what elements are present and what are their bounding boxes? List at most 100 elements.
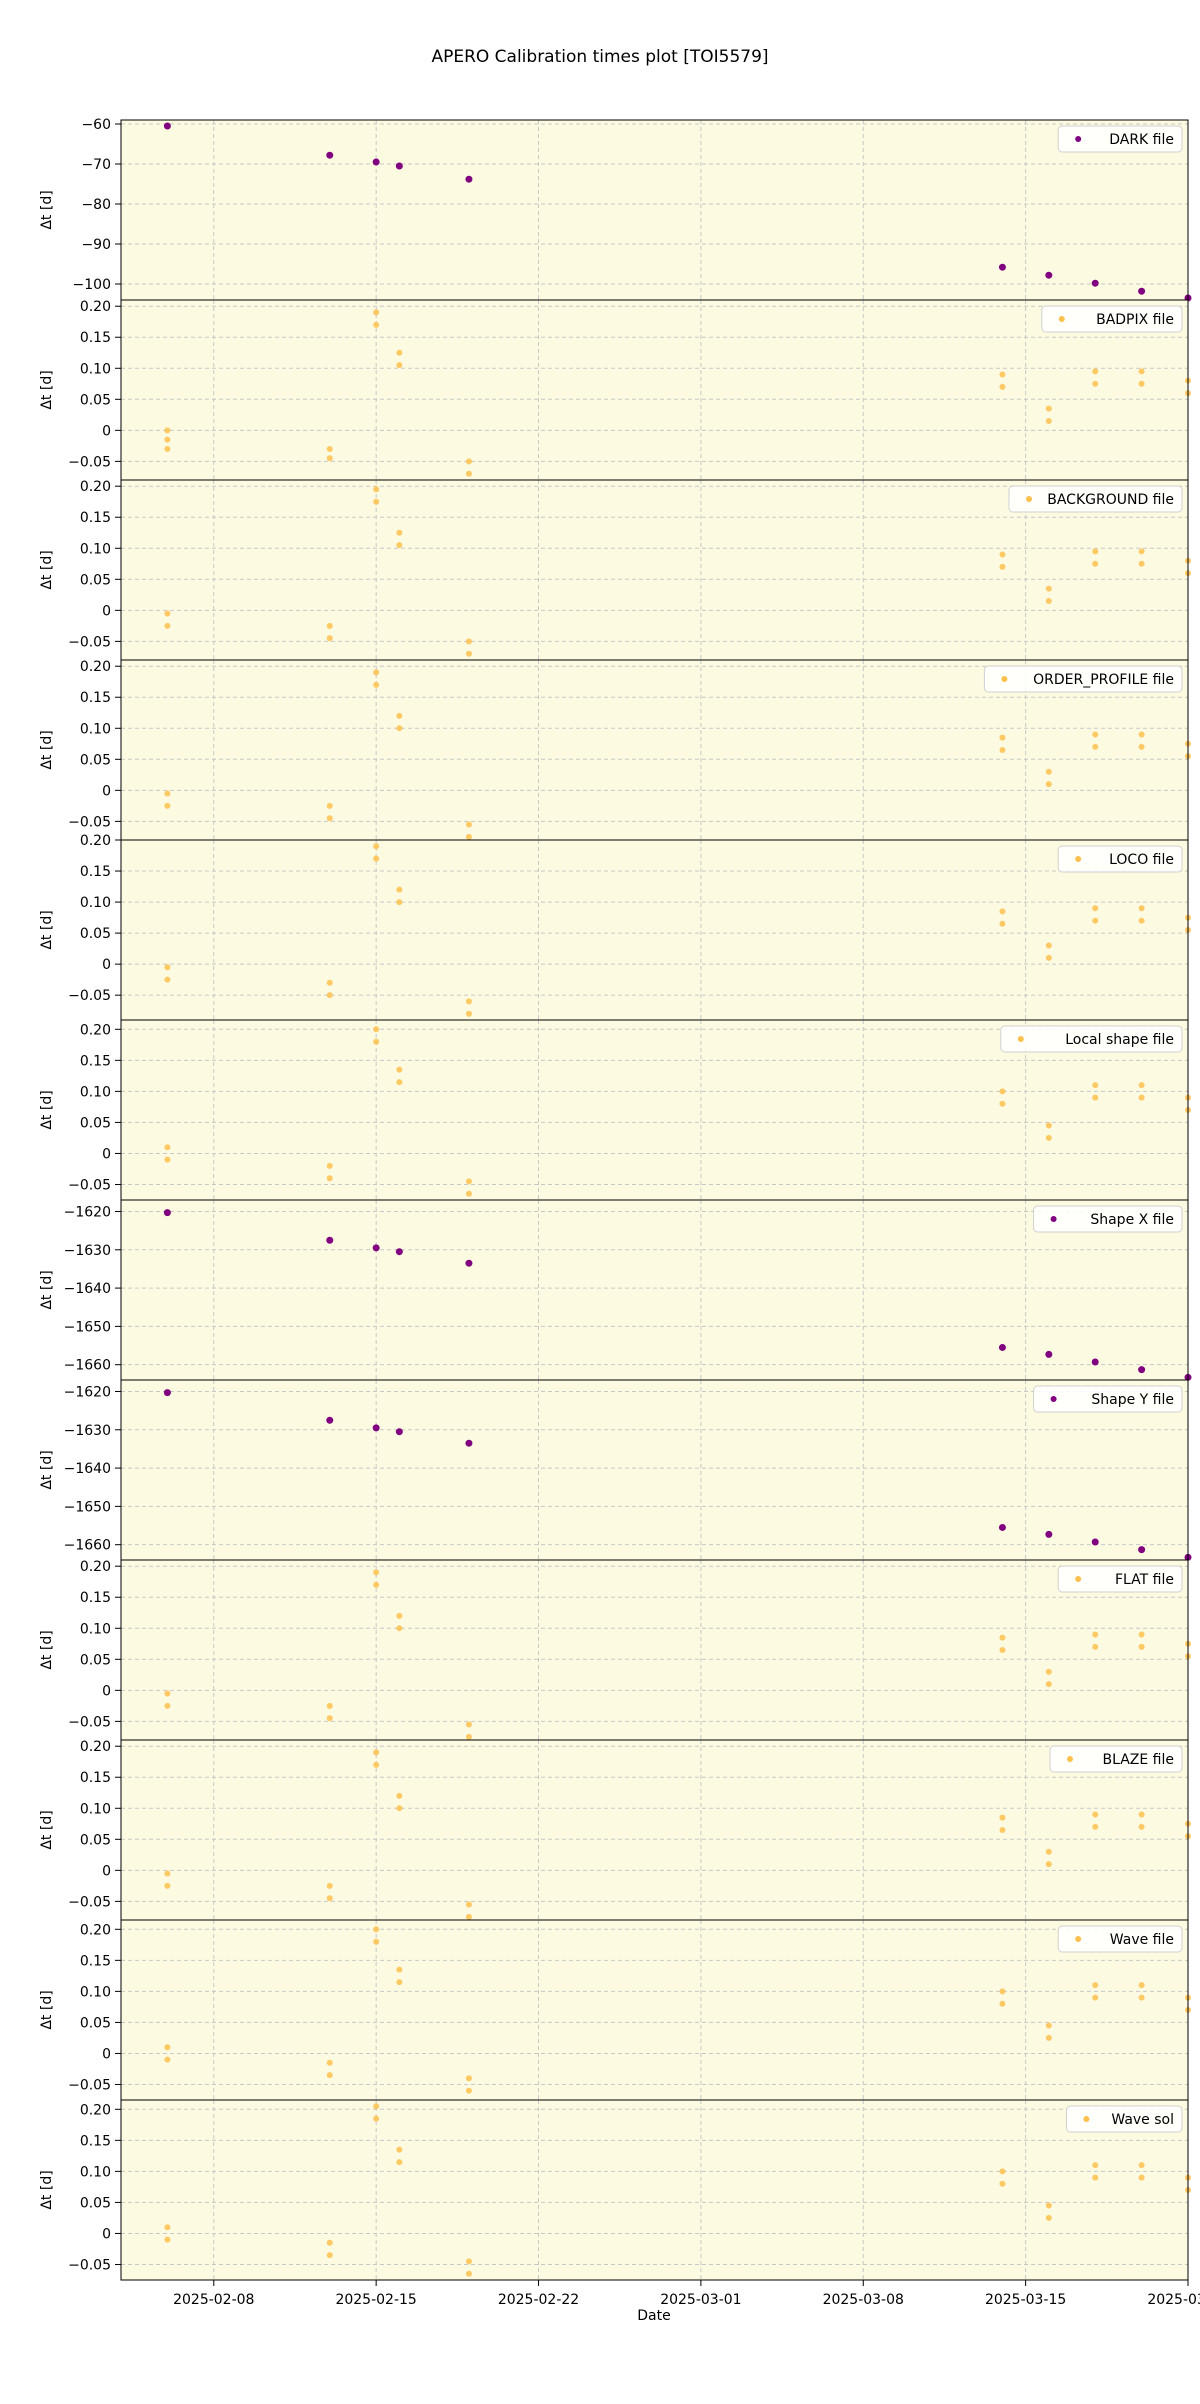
data-point (396, 725, 403, 732)
data-point (465, 821, 472, 828)
data-point (1091, 1538, 1099, 1546)
data-point (1092, 2162, 1099, 2169)
data-point (373, 855, 380, 862)
data-point (373, 2103, 380, 2110)
legend: LOCO file (1057, 845, 1183, 873)
data-point (396, 2146, 403, 2153)
y-axis-label: Δt [d] (39, 730, 55, 769)
y-tick-label: 0 (102, 423, 111, 439)
x-tick-label: 2025-03-01 (660, 2292, 741, 2308)
x-tick-label: 2025-02-08 (173, 2292, 254, 2308)
data-point (396, 2159, 403, 2166)
data-point (1092, 380, 1099, 387)
legend: BADPIX file (1041, 305, 1183, 333)
y-tick-label: −1660 (64, 1358, 111, 1374)
data-point (395, 162, 403, 170)
data-point (164, 2224, 171, 2231)
y-tick-label: 0.20 (80, 479, 111, 495)
data-point (326, 1175, 333, 1182)
data-point (1045, 942, 1052, 949)
subplot-panel: 0.20 0.15 0.10 0.05 0 −0.05 Δt [d] LOCO file (39, 833, 1191, 1021)
x-tick-label: 2025-03-08 (823, 2292, 904, 2308)
data-point (326, 151, 334, 159)
data-point (326, 2252, 333, 2259)
y-tick-label: 0 (102, 603, 111, 619)
data-point (465, 2087, 472, 2094)
data-point (163, 122, 171, 130)
subplot-panel: 0.20 0.15 0.10 0.05 0 −0.05 Δt [d] Wave file (39, 1919, 1191, 2101)
y-tick-label: 0.10 (80, 361, 111, 377)
data-point (465, 1901, 472, 1908)
subplot-panel: 0.20 0.15 0.10 0.05 0 −0.05 Δt [d] FLAT file (39, 1559, 1191, 1741)
y-tick-label: −0.05 (68, 634, 111, 650)
data-point (998, 1523, 1006, 1531)
data-point (465, 650, 472, 657)
data-point (326, 622, 333, 629)
data-point (465, 1010, 472, 1017)
data-point (999, 1814, 1006, 1821)
data-point (998, 263, 1006, 271)
data-point (1045, 1848, 1052, 1855)
subplot-panel: 0.20 0.15 0.10 0.05 0 −0.05 Δt [d] Wave sol (39, 2099, 1191, 2281)
x-axis-label: Date (637, 2308, 670, 2324)
y-tick-label: 0.05 (80, 1832, 111, 1848)
data-point (373, 1569, 380, 1576)
legend-marker (1075, 1936, 1082, 1942)
y-tick-label: 0.10 (80, 895, 111, 911)
y-tick-label: 0.10 (80, 1984, 111, 2000)
data-point (1045, 418, 1052, 425)
data-point (1045, 598, 1052, 605)
data-point (1045, 1530, 1053, 1538)
y-tick-label: 0.15 (80, 864, 111, 880)
y-tick-label: −0.05 (68, 1894, 111, 1910)
legend-marker (1050, 1396, 1057, 1402)
y-tick-label: 0.10 (80, 1084, 111, 1100)
data-point (465, 1439, 473, 1447)
y-axis-label: Δt [d] (39, 910, 55, 949)
data-point (465, 1178, 472, 1185)
x-tick-label: 2025-02-22 (498, 2292, 579, 2308)
data-point (164, 2056, 171, 2063)
data-point (1138, 2174, 1145, 2181)
subplot-panel: 0.20 0.15 0.10 0.05 0 −0.05 Δt [d] BADPIX file (39, 299, 1191, 481)
data-point (164, 2236, 171, 2243)
data-point (1092, 1982, 1099, 1989)
data-point (465, 998, 472, 1005)
data-point (465, 1913, 472, 1920)
legend-marker (1075, 136, 1082, 142)
legend-box (1033, 1205, 1183, 1233)
y-tick-label: −1630 (64, 1423, 111, 1439)
data-point (396, 542, 403, 549)
data-point (373, 498, 380, 505)
data-point (373, 486, 380, 493)
legend-marker (1050, 1216, 1057, 1222)
data-point (1138, 905, 1145, 912)
data-point (396, 349, 403, 356)
data-point (373, 1926, 380, 1933)
y-tick-label: −0.05 (68, 1714, 111, 1730)
panel-background (121, 300, 1188, 480)
y-tick-label: 0.15 (80, 2133, 111, 2149)
data-point (326, 1715, 333, 1722)
data-point (1138, 1082, 1145, 1089)
legend: ORDER_PROFILE file (983, 665, 1183, 693)
data-point (1045, 1350, 1053, 1358)
data-point (326, 1416, 334, 1424)
legend: Shape Y file (1033, 1385, 1183, 1413)
legend-box (1065, 2105, 1183, 2133)
data-point (1092, 905, 1099, 912)
subplot-panel: −1620 −1630 −1640 −1650 −1660 Δt [d] Shape X f… (39, 1199, 1192, 1381)
y-tick-label: 0.15 (80, 1590, 111, 1606)
y-tick-label: 0.20 (80, 2102, 111, 2118)
data-point (465, 470, 472, 477)
y-tick-label: 0.05 (80, 1652, 111, 1668)
y-tick-label: −70 (81, 157, 111, 173)
data-point (999, 747, 1006, 753)
data-point (1045, 2214, 1052, 2221)
data-point (1138, 1994, 1145, 2001)
data-point (396, 362, 403, 369)
data-point (999, 2168, 1006, 2175)
shared-x-axis: 2025-02-08 2025-02-15 2025-02-22 2025-03-01… (173, 2280, 1200, 2308)
data-point (396, 1079, 403, 1086)
